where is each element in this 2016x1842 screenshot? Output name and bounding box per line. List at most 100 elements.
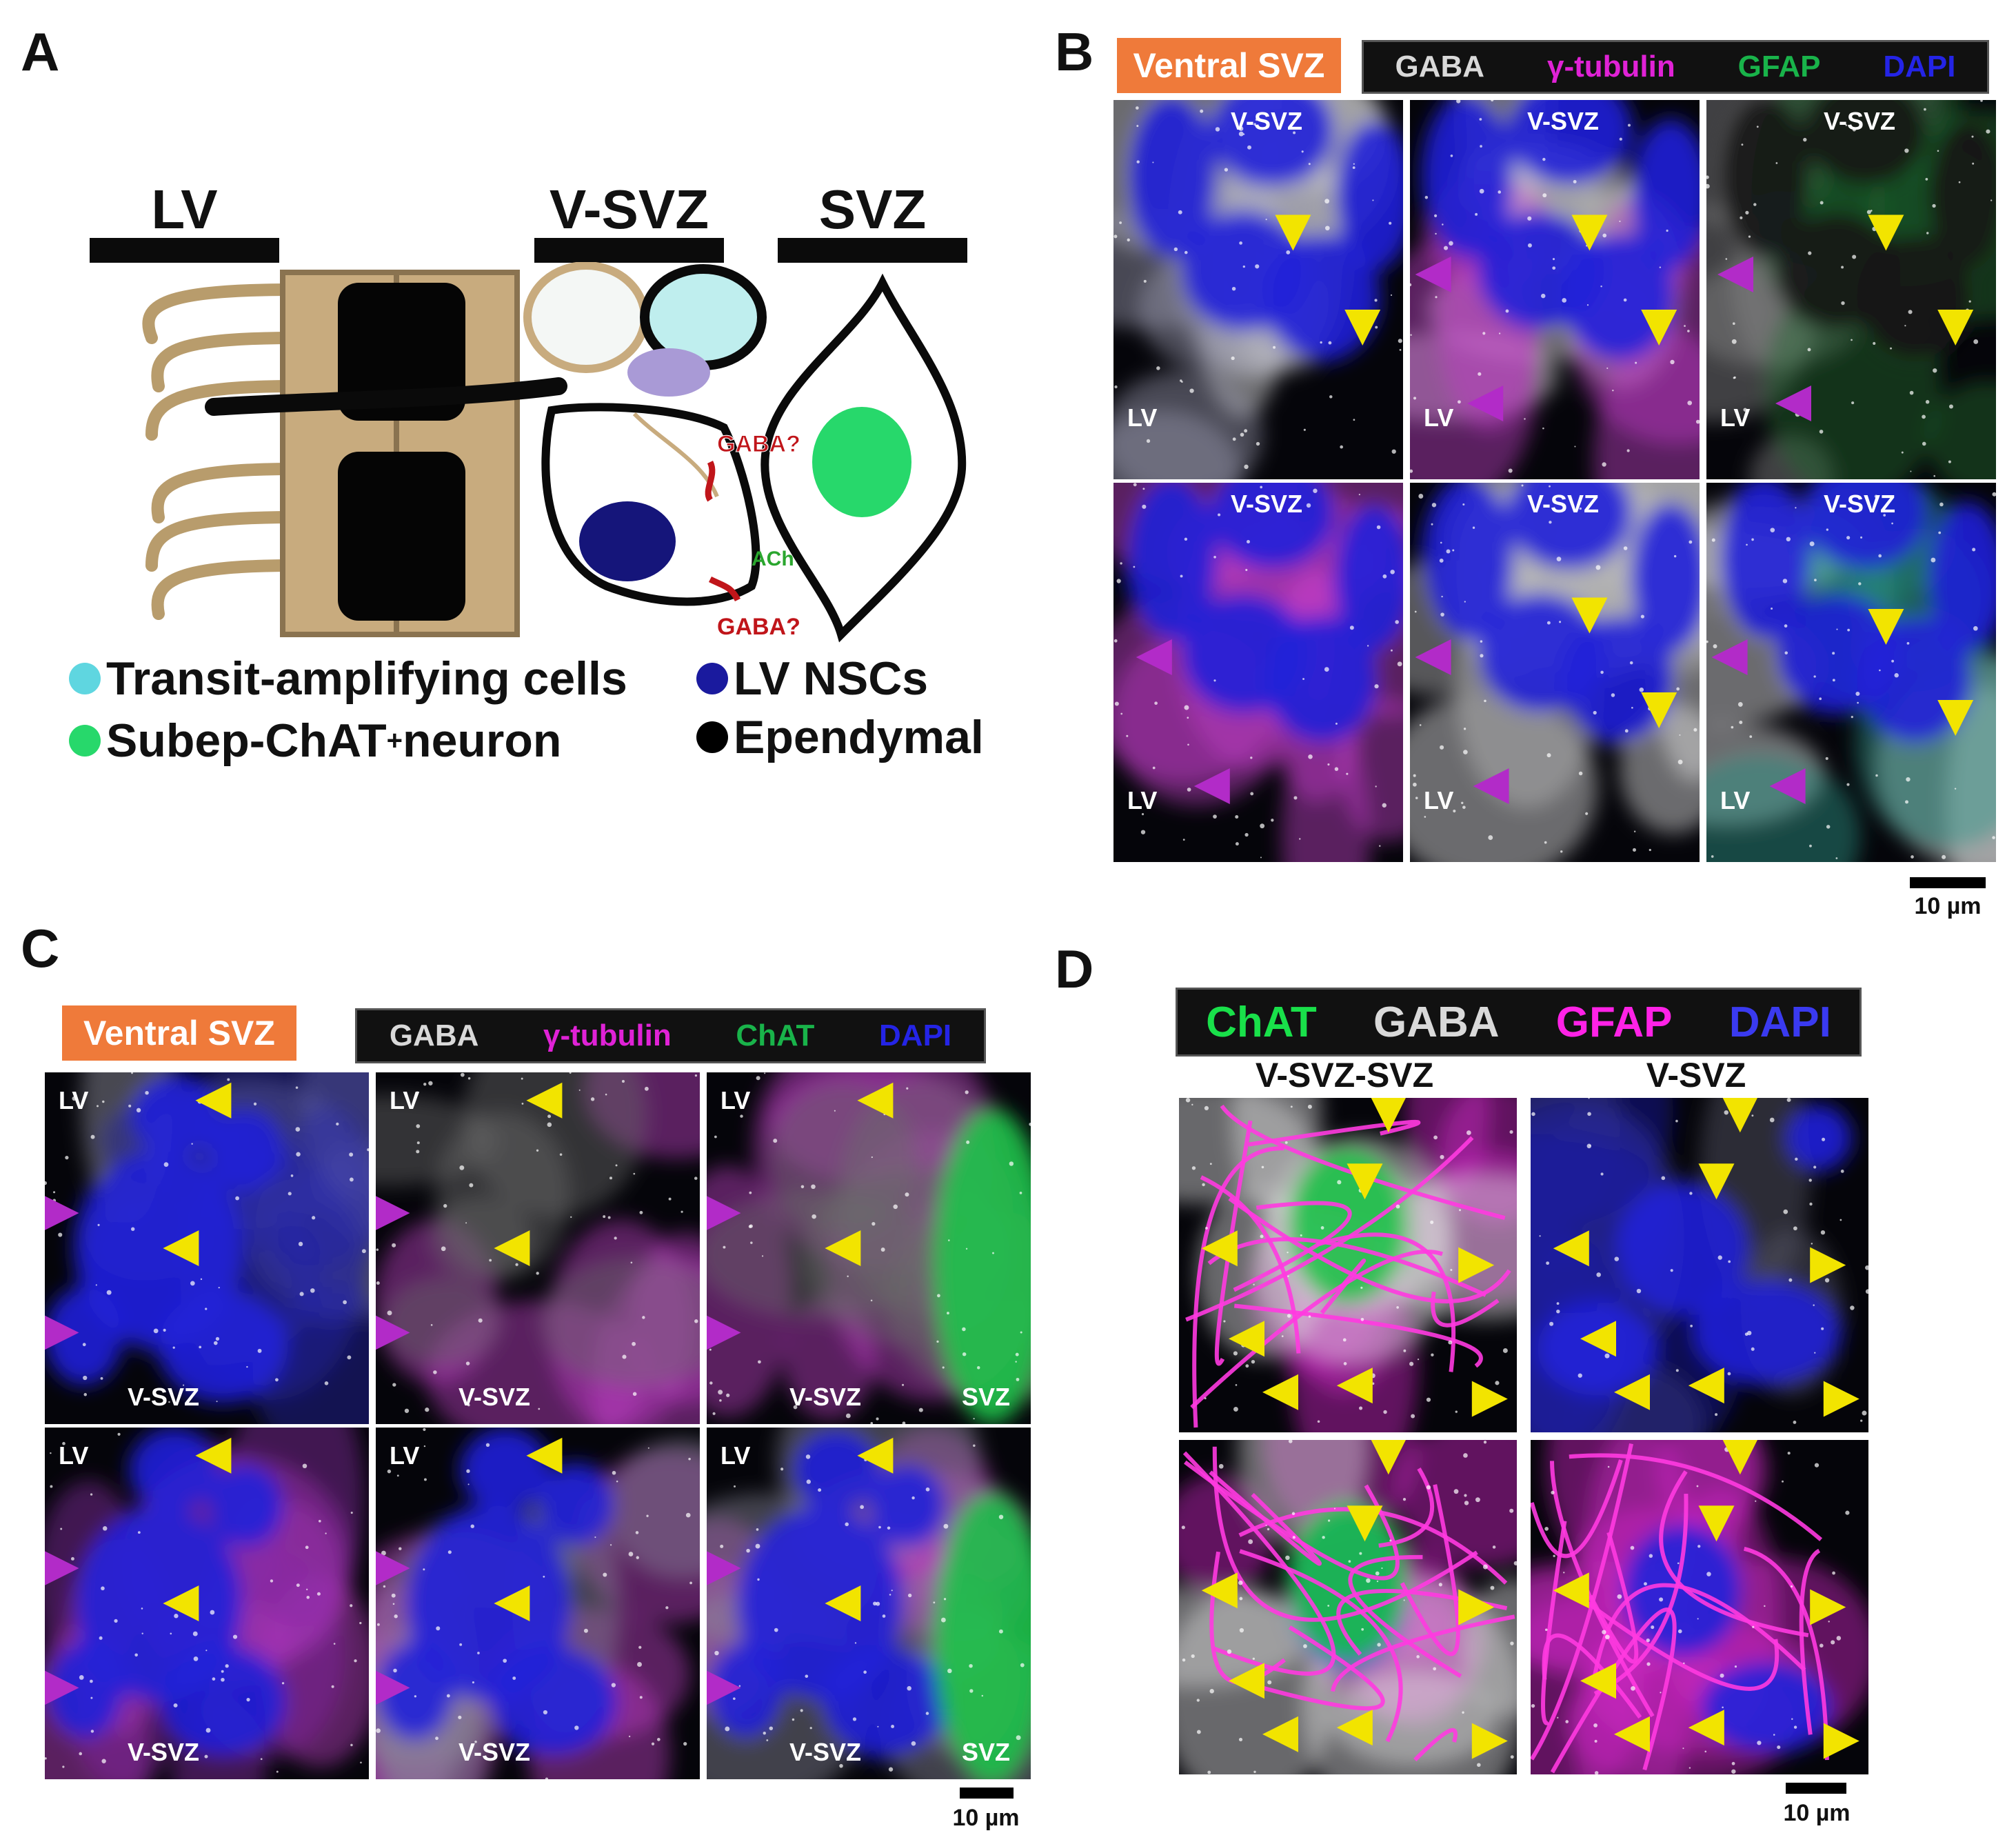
transit-cell-left	[523, 262, 649, 373]
c-micrograph-3-arrowhead-0	[857, 1082, 894, 1119]
d-micrograph-3-arrowhead-4	[1229, 1663, 1264, 1699]
d-micrograph-4-arrowhead-4	[1580, 1663, 1616, 1699]
c-micrograph-4: LV V-SVZ	[45, 1428, 369, 1779]
b-channel-gaba: GABA	[1395, 50, 1485, 83]
d-micrograph-3-image	[1179, 1440, 1517, 1774]
b-channel-bar: GABA γ-tubulin GFAP DAPI	[1362, 40, 1989, 94]
b-micrograph-6-arrowhead-3	[1769, 768, 1806, 804]
d-micrograph-1-image	[1179, 1098, 1517, 1432]
d-channel-gaba: GABA	[1373, 998, 1500, 1046]
c-micrograph-6-arrowhead-1	[825, 1585, 861, 1621]
d-micrograph-3-arrowhead-3	[1458, 1589, 1495, 1625]
b-micrograph-4-arrowhead-1	[1193, 768, 1230, 804]
c-channel-chat: ChAT	[736, 1019, 815, 1052]
c-micrograph-3-vsvz-label: V-SVZ	[789, 1383, 862, 1411]
b-micrograph-4-arrowhead-0	[1136, 639, 1172, 675]
d-scale-label: 10 µm	[1783, 1800, 1851, 1826]
vsvz-label: V-SVZ	[549, 179, 709, 240]
b-micrograph-5-image	[1410, 483, 1700, 862]
d-micrograph-1-arrowhead-5	[1262, 1374, 1298, 1410]
d-micrograph-4	[1531, 1440, 1868, 1774]
b-micrograph-5-arrowhead-0	[1571, 597, 1608, 634]
b-micrograph-6-lv-label: LV	[1720, 786, 1751, 814]
ependymal-dot-icon	[696, 721, 728, 753]
d-micrograph-2-arrowhead-6	[1688, 1368, 1724, 1404]
chat-dot-icon	[69, 725, 101, 757]
c-micrograph-2: LV V-SVZ	[376, 1072, 700, 1424]
c-micrograph-1: LV V-SVZ	[45, 1072, 369, 1424]
c-micrograph-1-vsvz-label: V-SVZ	[128, 1383, 200, 1411]
gaba-bottom-annotation: GABA?	[717, 614, 800, 640]
b-micrograph-1-image	[1113, 100, 1403, 479]
c-micrograph-2-arrowhead-0	[526, 1082, 563, 1119]
d-micrograph-3-arrowhead-1	[1347, 1505, 1383, 1542]
purple-cell-body	[627, 348, 710, 397]
ach-annotation: ACh	[752, 548, 794, 570]
b-micrograph-5-arrowhead-1	[1641, 692, 1677, 728]
c-micrograph-3-arrowhead-3	[707, 1315, 741, 1350]
d-micrograph-1-arrowhead-0	[1371, 1098, 1406, 1133]
nsc-process	[205, 377, 567, 416]
b-micrograph-4-vsvz-label: V-SVZ	[1231, 490, 1303, 518]
b-micrograph-5-arrowhead-3	[1473, 768, 1509, 804]
c-micrograph-5-arrowhead-2	[376, 1551, 410, 1585]
c-micrograph-1-arrowhead-0	[195, 1082, 232, 1119]
b-micrograph-3-lv-label: LV	[1720, 403, 1751, 432]
c-micrograph-3: LV V-SVZ SVZ	[707, 1072, 1031, 1424]
c-micrograph-3-image	[707, 1072, 1031, 1424]
legend-transit-label: Transit-amplifying cells	[106, 652, 627, 705]
b-micrograph-3-arrowhead-1	[1937, 310, 1974, 346]
d-micrograph-3-arrowhead-2	[1201, 1572, 1238, 1609]
d-micrograph-2-arrowhead-0	[1722, 1098, 1757, 1133]
c-micrograph-1-lv-label: LV	[59, 1086, 89, 1114]
c-micrograph-2-arrowhead-1	[494, 1230, 530, 1266]
vsvz-bar	[534, 238, 724, 263]
d-micrograph-4-arrowhead-7	[1823, 1723, 1859, 1759]
panel-letter-a: A	[21, 21, 60, 82]
b-micrograph-6: V-SVZ LV	[1706, 483, 1996, 862]
d-micrograph-2-image	[1531, 1098, 1868, 1432]
b-micrograph-4: V-SVZ LV	[1113, 483, 1403, 862]
d-micrograph-1-arrowhead-2	[1201, 1230, 1238, 1267]
b-micrograph-5-lv-label: LV	[1424, 786, 1454, 814]
c-micrograph-6-arrowhead-2	[707, 1551, 741, 1585]
d-micrograph-4-arrowhead-6	[1688, 1710, 1724, 1746]
d-micrograph-2	[1531, 1098, 1868, 1432]
c-micrograph-5-vsvz-label: V-SVZ	[458, 1738, 531, 1766]
legend-nsc: LV NSCs	[696, 652, 928, 705]
c-micrograph-5-arrowhead-3	[376, 1670, 410, 1705]
d-micrograph-4-arrowhead-5	[1614, 1716, 1650, 1752]
c-micrograph-5-lv-label: LV	[390, 1441, 420, 1470]
c-micrograph-1-arrowhead-3	[45, 1315, 79, 1350]
c-micrograph-2-arrowhead-2	[376, 1196, 410, 1230]
c-micrograph-4-arrowhead-2	[45, 1551, 79, 1585]
b-micrograph-3-image	[1706, 100, 1996, 479]
b-micrograph-2-arrowhead-3	[1467, 386, 1504, 421]
c-micrograph-2-vsvz-label: V-SVZ	[458, 1383, 531, 1411]
c-channel-gtubulin: γ-tubulin	[543, 1019, 672, 1052]
b-micrograph-3-arrowhead-3	[1775, 386, 1811, 421]
b-micrograph-1-arrowhead-1	[1344, 310, 1381, 346]
c-micrograph-6: LV V-SVZ SVZ	[707, 1428, 1031, 1779]
b-micrograph-5: V-SVZ LV	[1410, 483, 1700, 862]
d-micrograph-1-arrowhead-7	[1471, 1381, 1508, 1417]
c-micrograph-3-arrowhead-2	[707, 1196, 741, 1230]
panel-letter-d: D	[1055, 939, 1094, 999]
c-micrograph-6-image	[707, 1428, 1031, 1779]
d-micrograph-3	[1179, 1440, 1517, 1774]
legend-chat: Subep-ChAT + neuron	[69, 714, 561, 768]
d-micrograph-1-arrowhead-6	[1336, 1368, 1373, 1404]
d-micrograph-3-arrowhead-5	[1262, 1716, 1298, 1752]
d-channel-gfap: GFAP	[1555, 998, 1673, 1046]
b-micrograph-1-vsvz-label: V-SVZ	[1231, 107, 1303, 135]
d-micrograph-2-arrowhead-4	[1580, 1321, 1616, 1357]
b-micrograph-4-image	[1113, 483, 1403, 862]
d-micrograph-4-arrowhead-3	[1810, 1589, 1846, 1625]
d-channel-bar: ChAT GABA GFAP DAPI	[1176, 988, 1862, 1057]
d-micrograph-2-arrowhead-5	[1614, 1374, 1650, 1410]
d-channel-dapi: DAPI	[1728, 998, 1831, 1046]
d-micrograph-2-arrowhead-2	[1553, 1230, 1589, 1267]
b-micrograph-1-arrowhead-0	[1275, 214, 1311, 251]
c-micrograph-3-lv-label: LV	[720, 1086, 751, 1114]
b-micrograph-5-arrowhead-2	[1415, 639, 1451, 675]
